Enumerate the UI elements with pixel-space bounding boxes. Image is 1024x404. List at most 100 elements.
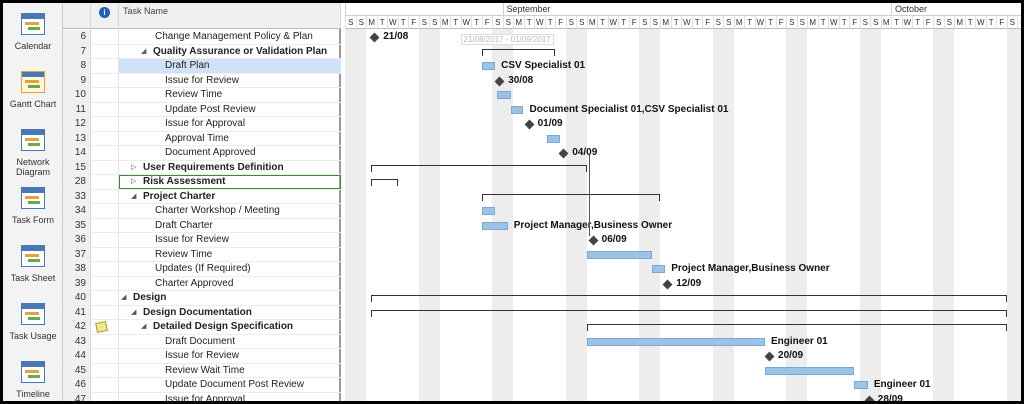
table-row[interactable]: 28 ▷ Risk Assessment	[63, 175, 341, 190]
view-calendar[interactable]: Calendar	[3, 9, 63, 67]
expand-triangle-icon[interactable]: ▷	[131, 163, 137, 171]
task-name[interactable]: Charter Approved	[155, 277, 234, 289]
collapse-triangle-icon[interactable]: ◢	[131, 308, 137, 316]
indicators-cell	[91, 291, 119, 305]
table-row[interactable]: 44 Issue for Review	[63, 349, 341, 364]
task-bar[interactable]	[546, 134, 561, 143]
table-row[interactable]: 14 Document Approved	[63, 146, 341, 161]
task-name[interactable]: Review Time	[165, 89, 223, 100]
summary-bar[interactable]	[586, 324, 1007, 331]
weekend-shading	[639, 29, 660, 401]
indicators-header[interactable]: i	[91, 3, 119, 29]
table-row[interactable]: 6 Change Management Policy & Plan	[63, 30, 341, 45]
task-name[interactable]: Issue for Review	[165, 350, 239, 361]
weekend-shading	[418, 29, 440, 401]
task-name-header[interactable]: Task Name	[119, 3, 341, 29]
table-row[interactable]: 15 ▷ User Requirements Definition	[63, 160, 341, 175]
table-row[interactable]: 47 Issue for Approval	[63, 392, 341, 402]
table-row[interactable]: 12 Issue for Approval	[63, 117, 341, 132]
table-row[interactable]: 34 Charter Workshop / Meeting	[63, 204, 341, 219]
expand-triangle-icon[interactable]: ▷	[131, 178, 137, 185]
table-row[interactable]: 46 Update Document Post Review	[63, 378, 341, 393]
task-name[interactable]: Quality Assurance or Validation Plan	[153, 45, 328, 57]
task-name[interactable]: Detailed Design Specification	[153, 321, 294, 332]
table-row[interactable]: 39 Charter Approved	[63, 276, 341, 291]
table-row[interactable]: 42 ◢ Detailed Design Specification	[63, 320, 341, 335]
task-bar[interactable]	[854, 381, 868, 389]
day-header: M	[807, 16, 818, 29]
task-name[interactable]: User Requirements Definition	[143, 161, 284, 173]
table-row[interactable]: 43 Draft Document	[63, 334, 341, 349]
task-bar[interactable]	[497, 91, 511, 99]
task-name[interactable]: Risk Assessment	[143, 176, 226, 187]
view-task-usage[interactable]: Task Usage	[3, 299, 63, 357]
table-row[interactable]: 7 ◢ Quality Assurance or Validation Plan	[63, 44, 341, 59]
summary-bar[interactable]	[371, 164, 587, 172]
task-name[interactable]: Change Management Policy & Plan	[155, 31, 313, 42]
task-name[interactable]: Draft Document	[165, 335, 236, 347]
summary-bar[interactable]	[481, 48, 555, 56]
task-bar[interactable]	[765, 366, 855, 375]
task-name[interactable]: Updates (If Required)	[155, 263, 251, 274]
table-row[interactable]: 8 Draft Plan	[63, 59, 341, 74]
view-gantt-chart[interactable]: Gantt Chart	[3, 67, 63, 125]
task-bar[interactable]	[481, 207, 496, 215]
task-name[interactable]: Review Wait Time	[165, 364, 245, 376]
task-bar[interactable]	[651, 265, 666, 273]
task-name[interactable]: Approval Time	[165, 132, 229, 144]
task-name[interactable]: Project Charter	[143, 190, 216, 202]
milestone-diamond-icon[interactable]	[764, 351, 775, 362]
milestone-diamond-icon[interactable]	[588, 235, 599, 246]
table-row[interactable]: 33 ◢ Project Charter	[63, 189, 341, 204]
task-bar[interactable]	[510, 105, 524, 114]
table-row[interactable]: 45 Review Wait Time	[63, 363, 341, 378]
table-row[interactable]: 35 Draft Charter	[63, 218, 341, 233]
icon-header	[22, 246, 44, 251]
task-name[interactable]: Update Document Post Review	[165, 379, 304, 390]
table-row[interactable]: 11 Update Post Review	[63, 102, 341, 117]
view-task-sheet[interactable]: Task Sheet	[3, 241, 63, 299]
milestone-diamond-icon[interactable]	[524, 119, 535, 130]
table-row[interactable]: 10 Review Time	[63, 88, 341, 103]
task-name[interactable]: Issue for Review	[165, 74, 239, 86]
task-bar[interactable]	[481, 221, 508, 230]
task-name[interactable]: Draft Charter	[155, 219, 213, 231]
table-row[interactable]: 13 Approval Time	[63, 131, 341, 146]
task-name[interactable]: Issue for Approval	[165, 393, 246, 402]
table-row[interactable]: 9 Issue for Review	[63, 73, 341, 88]
view-timeline[interactable]: Timeline	[3, 357, 63, 401]
task-name[interactable]: Review Time	[155, 248, 213, 260]
task-name[interactable]: Issue for Approval	[165, 118, 246, 129]
task-name[interactable]: Design Documentation	[143, 306, 252, 318]
summary-bar[interactable]	[481, 193, 660, 201]
milestone-diamond-icon[interactable]	[369, 32, 380, 43]
task-bar[interactable]	[586, 337, 765, 346]
task-name[interactable]: Charter Workshop / Meeting	[155, 205, 280, 216]
indicators-cell	[91, 320, 119, 334]
task-name[interactable]: Update Post Review	[165, 103, 256, 115]
task-name[interactable]: Draft Plan	[165, 60, 210, 71]
task-name[interactable]: Document Approved	[165, 147, 256, 158]
day-header: M	[586, 16, 597, 29]
task-bar[interactable]	[586, 250, 652, 259]
view-task-form[interactable]: Task Form	[3, 183, 63, 241]
task-name[interactable]: Design	[133, 292, 167, 303]
summary-bar[interactable]	[371, 179, 398, 186]
table-row[interactable]: 36 Issue for Review	[63, 233, 341, 248]
collapse-triangle-icon[interactable]: ◢	[141, 323, 147, 330]
view-network-diagram[interactable]: Network Diagram	[3, 125, 63, 183]
task-bar[interactable]	[481, 62, 496, 70]
collapse-triangle-icon[interactable]: ◢	[121, 294, 127, 301]
milestone-diamond-icon[interactable]	[662, 279, 673, 289]
table-row[interactable]: 40 ◢ Design	[63, 291, 341, 306]
table-row[interactable]: 37 Review Time	[63, 247, 341, 262]
table-row[interactable]: 38 Updates (If Required)	[63, 262, 341, 277]
summary-bar[interactable]	[371, 309, 1007, 317]
collapse-triangle-icon[interactable]: ◢	[131, 192, 137, 200]
row-id-header[interactable]	[63, 3, 91, 29]
task-name[interactable]: Issue for Review	[155, 234, 229, 245]
collapse-triangle-icon[interactable]: ◢	[141, 47, 147, 55]
summary-bar[interactable]	[371, 295, 1007, 302]
table-row[interactable]: 41 ◢ Design Documentation	[63, 305, 341, 320]
